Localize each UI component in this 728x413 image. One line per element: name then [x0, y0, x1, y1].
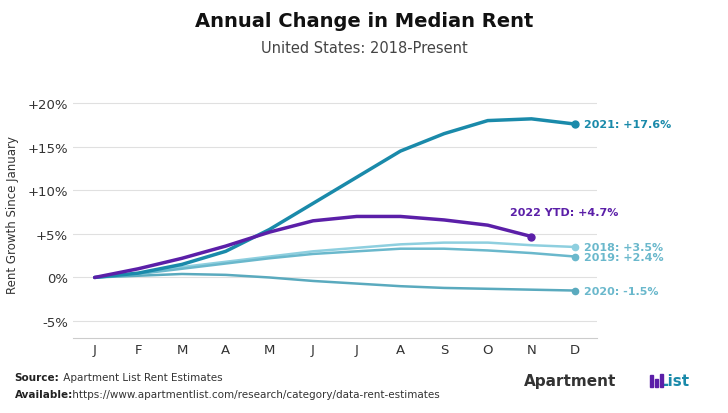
Text: Available:: Available: [15, 389, 73, 399]
Text: United States: 2018-Present: United States: 2018-Present [261, 41, 467, 56]
Text: Source:: Source: [15, 372, 59, 382]
Text: List: List [659, 373, 690, 388]
Text: 2022 YTD: +4.7%: 2022 YTD: +4.7% [510, 208, 618, 218]
Text: Apartment: Apartment [524, 373, 617, 388]
Text: 2021: +17.6%: 2021: +17.6% [584, 120, 671, 130]
Y-axis label: Rent Growth Since January: Rent Growth Since January [6, 136, 19, 294]
Text: https://www.apartmentlist.com/research/category/data-rent-estimates: https://www.apartmentlist.com/research/c… [69, 389, 440, 399]
Text: 2020: -1.5%: 2020: -1.5% [584, 286, 658, 296]
Text: Annual Change in Median Rent: Annual Change in Median Rent [195, 12, 533, 31]
Text: 2019: +2.4%: 2019: +2.4% [584, 252, 663, 262]
Text: Apartment List Rent Estimates: Apartment List Rent Estimates [60, 372, 223, 382]
Text: 2018: +3.5%: 2018: +3.5% [584, 242, 663, 252]
